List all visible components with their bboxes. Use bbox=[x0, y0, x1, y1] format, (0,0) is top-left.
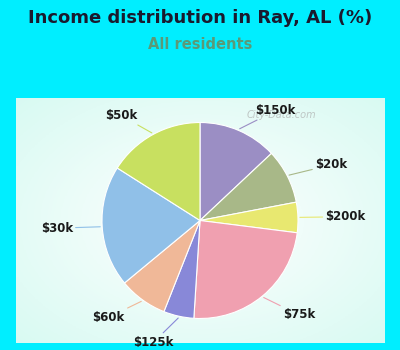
Text: Income distribution in Ray, AL (%): Income distribution in Ray, AL (%) bbox=[28, 9, 372, 27]
Wedge shape bbox=[117, 122, 200, 220]
Text: $60k: $60k bbox=[92, 301, 141, 324]
Text: All residents: All residents bbox=[148, 37, 252, 52]
Wedge shape bbox=[164, 220, 200, 318]
Text: $30k: $30k bbox=[41, 222, 100, 235]
Wedge shape bbox=[200, 202, 298, 233]
Wedge shape bbox=[194, 220, 297, 318]
Text: $125k: $125k bbox=[134, 318, 178, 349]
Text: $50k: $50k bbox=[105, 109, 152, 133]
Wedge shape bbox=[124, 220, 200, 312]
Text: $200k: $200k bbox=[300, 210, 366, 223]
Wedge shape bbox=[200, 153, 296, 220]
Text: City-Data.com: City-Data.com bbox=[246, 110, 316, 120]
Text: $150k: $150k bbox=[240, 104, 296, 129]
Wedge shape bbox=[102, 168, 200, 283]
Text: $75k: $75k bbox=[264, 298, 315, 321]
Text: $20k: $20k bbox=[289, 159, 347, 175]
Wedge shape bbox=[200, 122, 272, 220]
